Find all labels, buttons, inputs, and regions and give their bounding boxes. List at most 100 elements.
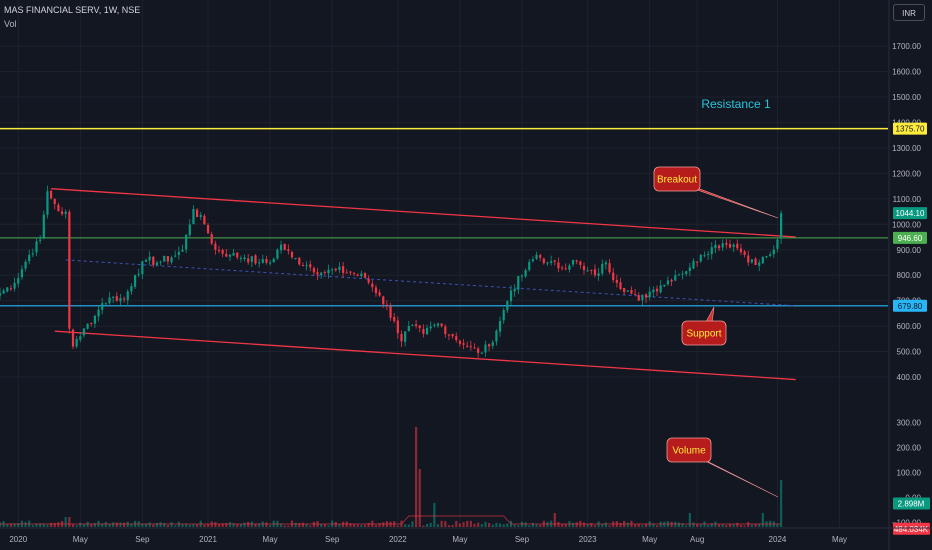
candle-body xyxy=(509,290,513,302)
price-tick-label: 900.00 xyxy=(897,246,922,255)
candle-body xyxy=(250,256,253,262)
volume-indicator-label[interactable]: Vol xyxy=(4,19,17,29)
volume-bar xyxy=(57,522,60,527)
volume-bar xyxy=(469,520,472,527)
volume-bar xyxy=(736,522,739,527)
volume-bar xyxy=(480,524,483,527)
candle-body xyxy=(732,244,735,248)
candle-body xyxy=(137,274,140,276)
candle-body xyxy=(265,259,268,263)
volume-bar xyxy=(163,523,166,527)
candle-body xyxy=(542,258,545,264)
volume-bar xyxy=(46,524,49,527)
volume-bar xyxy=(294,522,297,527)
candle-body xyxy=(42,214,45,239)
volume-bar xyxy=(126,521,129,527)
candle-body xyxy=(531,259,534,262)
volume-bar xyxy=(696,524,699,527)
volume-bar xyxy=(447,525,451,527)
candle-body xyxy=(170,257,173,263)
price-tag xyxy=(893,122,927,135)
candle-body xyxy=(305,265,308,267)
candle-body xyxy=(571,259,575,265)
volume-bar xyxy=(166,525,169,527)
candle-body xyxy=(82,328,86,336)
candle-body xyxy=(714,244,717,249)
volume-bar xyxy=(217,524,221,527)
candle-body xyxy=(550,261,553,263)
candle-body xyxy=(626,290,629,292)
time-tick-label: 2024 xyxy=(769,535,787,544)
volume-bar xyxy=(130,523,133,527)
symbol-title: MAS FINANCIAL SERV, 1W, NSE xyxy=(4,5,141,15)
volume-bar xyxy=(557,521,560,527)
volume-bar xyxy=(17,523,20,527)
volume-bar xyxy=(491,524,494,527)
candle-body xyxy=(378,292,381,296)
volume-bar xyxy=(590,523,593,527)
volume-bar xyxy=(524,522,527,527)
candle-body xyxy=(367,278,370,283)
volume-bar xyxy=(101,523,104,527)
volume-bar xyxy=(433,503,436,527)
candle-body xyxy=(520,275,524,277)
candle-body xyxy=(422,328,425,334)
candle-body xyxy=(703,255,706,257)
volume-bar xyxy=(243,522,246,527)
volume-bar xyxy=(644,523,648,527)
volume-bar xyxy=(685,525,688,527)
volume-bar xyxy=(119,522,122,527)
volume-bar xyxy=(9,523,13,527)
breakout-callout-label: Breakout xyxy=(657,175,697,186)
candle-body xyxy=(0,293,2,296)
candle-body xyxy=(374,287,378,294)
time-tick-label: 2020 xyxy=(9,535,27,544)
candle-body xyxy=(345,272,348,274)
candle-body xyxy=(2,290,5,294)
candle-body xyxy=(174,255,177,257)
volume-bar xyxy=(39,523,42,527)
volume-bar xyxy=(455,520,458,527)
volume-bar xyxy=(221,523,224,527)
volume-bar xyxy=(725,524,728,527)
candle-body xyxy=(64,211,67,214)
volume-bar xyxy=(309,525,312,527)
volume-bar xyxy=(342,521,345,527)
volume-bar xyxy=(717,524,721,527)
volume-bar xyxy=(575,522,578,527)
candle-body xyxy=(261,259,264,263)
candle-body xyxy=(126,291,129,301)
volume-bar xyxy=(144,523,148,527)
volume-bar xyxy=(232,523,235,527)
candle-body xyxy=(502,310,505,321)
candle-body xyxy=(90,322,93,324)
candle-body xyxy=(462,343,465,345)
currency-button[interactable]: INR xyxy=(893,4,925,21)
candle-body xyxy=(312,268,315,273)
volume-bar xyxy=(363,524,367,527)
volume-bar xyxy=(378,523,381,527)
candle-body xyxy=(133,275,137,287)
volume-tag-label: 2.898M xyxy=(898,500,925,509)
volume-bar xyxy=(758,524,761,527)
volume-bar xyxy=(320,524,323,527)
candle-body xyxy=(104,303,107,305)
price-tick-label: 1700.00 xyxy=(892,42,921,51)
lower-channel-line xyxy=(54,330,796,381)
volume-bar xyxy=(338,524,341,527)
volume-bar xyxy=(761,513,764,527)
candle-body xyxy=(575,260,578,262)
volume-bar xyxy=(367,522,370,527)
candle-body xyxy=(371,283,374,288)
volume-bar xyxy=(498,523,502,527)
time-tick-label: May xyxy=(73,535,88,544)
volume-bar xyxy=(677,522,680,527)
candle-body xyxy=(382,296,385,305)
time-tick-label: Sep xyxy=(515,535,530,544)
volume-bar xyxy=(608,525,611,527)
volume-bar xyxy=(13,523,16,527)
volume-bar xyxy=(170,522,173,527)
volume-bar xyxy=(53,522,56,527)
volume-bar xyxy=(586,524,589,527)
